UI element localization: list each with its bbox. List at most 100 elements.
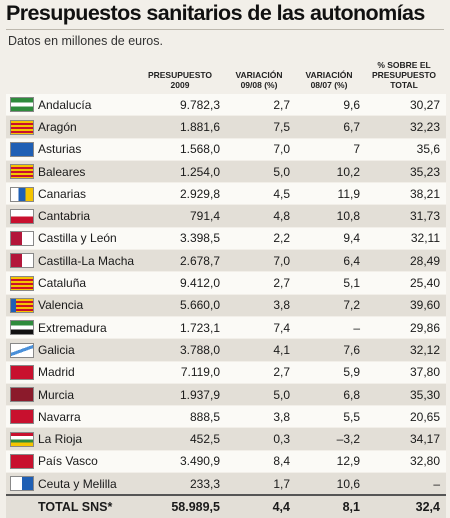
table-row: Navarra 888,5 3,8 5,5 20,65 [6,405,446,428]
presupuesto-cell: 3.398,5 [138,226,226,250]
table-row: Castilla y León 3.398,5 2,2 9,4 32,11 [6,226,446,250]
pct-total-cell: 28,49 [366,249,446,272]
var-09-08-cell: 7,5 [226,115,296,139]
region-name: Baleares [38,159,138,183]
pct-total-cell: 25,40 [366,271,446,295]
table-header-row: PRESUPUESTO 2009 VARIACIÓN 09/08 (%) VAR… [6,52,446,94]
var-09-08-cell: 2,7 [226,360,296,384]
var-08-07-cell: 6,4 [296,249,366,272]
region-name: Canarias [38,182,138,205]
var-09-08-cell: 3,8 [226,293,296,317]
baleares-flag-icon [10,164,34,180]
asturias-flag-icon [10,141,34,157]
murcia-flag-icon [10,387,34,403]
pct-total-cell: 38,21 [366,182,446,205]
var-08-07-cell: – [296,315,366,339]
pct-total-cell: – [366,472,446,496]
table-row: Asturias 1.568,0 7,0 7 35,6 [6,137,446,161]
pct-total-cell: 34,17 [366,427,446,451]
var-09-08-cell: 7,4 [226,315,296,339]
pct-total-cell: 30,27 [366,92,446,116]
budget-table: PRESUPUESTO 2009 VARIACIÓN 09/08 (%) VAR… [6,52,446,518]
region-name: Aragón [38,115,138,139]
var-09-08-cell: 3,8 [226,405,296,428]
page-title: Presupuestos sanitarios de las autonomía… [6,1,425,25]
presupuesto-cell: 791,4 [138,204,226,228]
var-08-07-cell: 7 [296,137,366,161]
var-09-08-cell: 2,7 [226,271,296,295]
pct-total-cell: 35,6 [366,137,446,161]
presupuesto-cell: 9.782,3 [138,92,226,116]
col-header-pct-total: % SOBRE EL PRESUPUESTO TOTAL [371,60,437,90]
table-row: Castilla-La Macha 2.678,7 7,0 6,4 28,49 [6,249,446,272]
aragon-flag-icon [10,119,34,135]
pct-total-cell: 29,86 [366,315,446,339]
presupuesto-cell: 1.723,1 [138,315,226,339]
var-09-08-cell: 4,8 [226,204,296,228]
var-09-08-cell: 2,2 [226,226,296,250]
madrid-flag-icon [10,364,34,380]
presupuesto-cell: 1.568,0 [138,137,226,161]
pct-total-cell: 39,60 [366,293,446,317]
pct-total-cell: 35,23 [366,159,446,183]
var-09-08-cell: 1,7 [226,472,296,496]
pct-total-cell: 35,30 [366,382,446,406]
presupuesto-cell: 1.254,0 [138,159,226,183]
galicia-flag-icon [10,342,34,358]
total-pct-total: 32,4 [366,494,446,518]
var-09-08-cell: 4,5 [226,182,296,205]
subtitle: Datos en millones de euros. [8,34,163,48]
var-08-07-cell: 7,6 [296,338,366,362]
region-name: Extremadura [38,315,138,339]
canarias-flag-icon [10,186,34,202]
region-name: Madrid [38,360,138,384]
col-header-presupuesto: PRESUPUESTO 2009 [147,70,213,90]
extremadura-flag-icon [10,320,34,336]
var-09-08-cell: 5,0 [226,159,296,183]
presupuesto-cell: 888,5 [138,405,226,428]
table-row: Andalucía 9.782,3 2,7 9,6 30,27 [6,92,446,116]
ceuta-melilla-flag-icon [10,476,34,492]
cantabria-flag-icon [10,208,34,224]
var-08-07-cell: 6,7 [296,115,366,139]
table-row: Cataluña 9.412,0 2,7 5,1 25,40 [6,271,446,295]
region-name: País Vasco [38,449,138,473]
table-row: Extremadura 1.723,1 7,4–29,86 [6,315,446,339]
andalucia-flag-icon [10,97,34,113]
var-08-07-cell: 10,6 [296,472,366,496]
pct-total-cell: 32,12 [366,338,446,362]
region-name: Ceuta y Melilla [38,472,138,496]
pct-total-cell: 32,23 [366,115,446,139]
region-name: Andalucía [38,92,138,116]
presupuesto-cell: 233,3 [138,472,226,496]
region-name: Galicia [38,338,138,362]
table-row: Aragón 1.881,6 7,5 6,7 32,23 [6,115,446,139]
presupuesto-cell: 3.490,9 [138,449,226,473]
var-09-08-cell: 7,0 [226,137,296,161]
table-row: Canarias 2.929,8 4,5 11,9 38,21 [6,182,446,205]
region-name: Castilla-La Macha [38,249,138,272]
castilla-leon-flag-icon [10,231,34,247]
table-row: Murcia 1.937,9 5,0 6,8 35,30 [6,382,446,406]
region-name: Asturias [38,137,138,161]
var-09-08-cell: 5,0 [226,382,296,406]
pct-total-cell: 37,80 [366,360,446,384]
total-row: TOTAL SNS* 58.989,5 4,4 8,1 32,4 [6,494,446,518]
table-row: Galicia 3.788,0 4,1 7,6 32,12 [6,338,446,362]
title-divider [6,29,444,30]
presupuesto-cell: 7.119,0 [138,360,226,384]
total-label: TOTAL SNS* [38,494,138,518]
var-09-08-cell: 0,3 [226,427,296,451]
table-row: La Rioja 452,5 0,3 –3,2 34,17 [6,427,446,451]
table-row: Ceuta y Melilla 233,3 1,7 10,6– [6,472,446,496]
var-08-07-cell: 5,1 [296,271,366,295]
table-row: Baleares 1.254,0 5,0 10,2 35,23 [6,159,446,183]
var-08-07-cell: –3,2 [296,427,366,451]
var-08-07-cell: 9,6 [296,92,366,116]
var-08-07-cell: 5,9 [296,360,366,384]
presupuesto-cell: 2.678,7 [138,249,226,272]
table-row: Cantabria 791,4 4,8 10,8 31,73 [6,204,446,228]
var-08-07-cell: 10,8 [296,204,366,228]
presupuesto-cell: 3.788,0 [138,338,226,362]
presupuesto-cell: 2.929,8 [138,182,226,205]
